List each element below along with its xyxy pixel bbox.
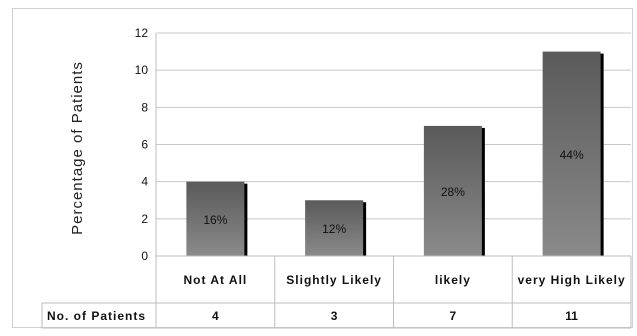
data-label: 44% xyxy=(560,148,584,162)
data-label: 12% xyxy=(322,222,346,236)
table-cell: 4 xyxy=(212,309,219,323)
y-tick-label: 4 xyxy=(141,175,148,189)
bar xyxy=(305,200,364,256)
y-tick-label: 6 xyxy=(141,138,148,152)
table-cell: 11 xyxy=(565,309,578,323)
category-label: Slightly Likely xyxy=(286,273,382,287)
table-cell: 3 xyxy=(331,309,338,323)
category-label: Not At All xyxy=(183,273,247,287)
y-tick-label: 8 xyxy=(141,100,148,114)
bar xyxy=(423,125,482,257)
bars xyxy=(186,51,604,257)
y-tick-label: 2 xyxy=(141,212,148,226)
chart-frame xyxy=(12,8,633,328)
category-label: likely xyxy=(435,273,471,287)
data-labels: 16% 12% 28% 44% xyxy=(203,148,584,236)
category-table: Not At All Slightly Likely likely very High… xyxy=(41,255,632,329)
y-tick-labels: 0 2 4 6 8 10 12 xyxy=(135,26,149,263)
table-cell: 7 xyxy=(450,309,457,323)
data-label: 16% xyxy=(203,213,227,227)
y-tick-label: 12 xyxy=(135,26,149,40)
y-tick-label: 0 xyxy=(141,249,148,263)
data-label: 28% xyxy=(441,185,465,199)
y-axis-label: Percentage of Patients xyxy=(69,61,86,235)
category-label: very High Likely xyxy=(518,273,626,287)
bar xyxy=(186,181,245,256)
bar xyxy=(542,51,601,257)
table-row-header: No. of Patients xyxy=(47,309,146,323)
y-tick-label: 10 xyxy=(135,63,149,77)
